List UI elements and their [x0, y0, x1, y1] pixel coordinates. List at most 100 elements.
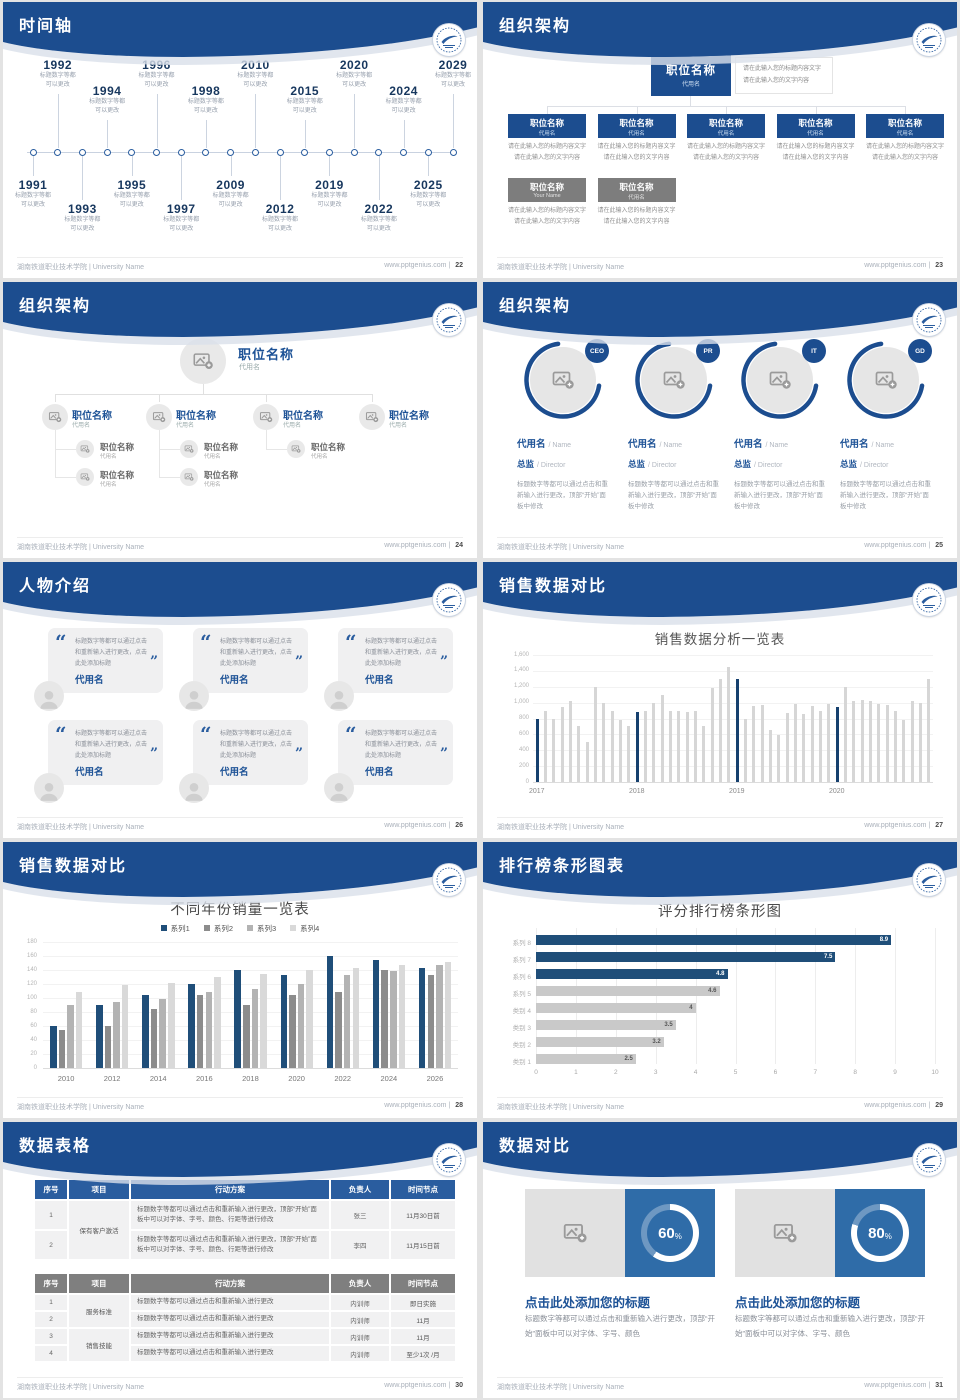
slide-thumb-timeline[interactable]: 时间轴 1991 标题数字等都 可以更改 1992 标题数字等都 可以更改 1993 标题数字…	[0, 0, 480, 280]
donut-percent-sign: %	[674, 1231, 682, 1241]
bar	[436, 965, 443, 1068]
bar	[602, 703, 606, 782]
bar	[67, 1005, 74, 1068]
slide-ranking: 排行榜条形图表 评分排行榜条形图 0 1 2 3 4 5 6 7 8 9 10 系列 8 8.9 系列 7 7…	[483, 842, 957, 1118]
school-logo-icon	[913, 864, 945, 896]
bar: 4.6	[536, 986, 720, 996]
slide-thumb-org-boxes[interactable]: 组织架构 职位名称 代用名 请在此输入您的标题内容文字 请在此输入您的文字内容 职位名称…	[480, 0, 960, 280]
photo-placeholder-icon	[253, 404, 279, 430]
footer-sep: |	[448, 1102, 451, 1109]
bar	[902, 720, 906, 782]
profile-desc: 标题数字等都可以通过点击和重新输入进行更改，顶部“开始”面板中修改	[840, 481, 931, 511]
photo-placeholder-icon	[287, 440, 305, 458]
bar	[677, 710, 681, 782]
table-header-cell: 序号	[35, 1274, 67, 1293]
org-root-note-line: 请在此输入您的文字内容	[743, 77, 810, 84]
slide-thumb-org-photos[interactable]: 组织架构 职位名称 代用名 职位名称 代用名 职位名称 代用名 职位名称 代用名 职位名称 代用名…	[0, 280, 480, 560]
org-root-title: 职位名称	[666, 65, 716, 77]
org-connector	[203, 384, 204, 394]
slide-thumb-tables[interactable]: 数据表格 序号 项目 行动方案 负责人 时间节点 1 保有客户激活 标题数字等都可以通过点击和…	[0, 1120, 480, 1400]
x-tick-label: 2024	[380, 1074, 398, 1083]
bar	[835, 706, 839, 782]
y-tick-label: 60	[30, 1022, 37, 1029]
x-tick-label: 2012	[103, 1074, 121, 1083]
org-root-sub: 代用名	[681, 82, 700, 88]
bar: 4.8	[536, 969, 728, 979]
footer-school: 湖南铁道职业技术学院 | University Name	[17, 264, 145, 271]
bar	[860, 700, 864, 782]
timeline-caption: 标题数字等都	[187, 99, 224, 105]
bar	[927, 678, 931, 782]
donut-percent: 80	[868, 1224, 885, 1242]
bar: 7.5	[536, 952, 836, 962]
slide-people: 人物介绍 “标题数字等都可以通过点击和重新输入进行更改，点击此处添加标题” 代用名…	[3, 562, 477, 838]
slide-footer: 湖南铁道职业技术学院 | University Name www.pptgeni…	[17, 257, 463, 272]
compare-panel: 60%	[525, 1189, 715, 1277]
org-connector	[159, 449, 180, 450]
photo-placeholder-icon	[641, 347, 707, 413]
orgcircles-canvas: CEO 代用名 / Name 总监 / Director 标题数字等都可以通过点击和重新输…	[483, 282, 957, 558]
x-tick-label: 2019	[729, 788, 745, 795]
slide-footer: 湖南铁道职业技术学院 | University Name www.pptgeni…	[17, 1097, 463, 1112]
timeline-year: 2029	[438, 58, 468, 72]
profile-role: 总监	[840, 459, 858, 469]
gridline	[43, 942, 458, 943]
timeline-year: 2009	[216, 178, 245, 192]
cell-project: 保有客户激活	[69, 1201, 129, 1259]
cell-action: 标题数字等都可以通过点击和重新输入进行更改	[131, 1329, 329, 1344]
photo-placeholder-icon	[735, 1189, 835, 1277]
legend-label: 系列2	[213, 923, 233, 933]
slide-thumb-org-circles[interactable]: 组织架构 CEO 代用名 / Name 总监 / Director 标题数字等都可以通过点…	[480, 280, 960, 560]
bar	[918, 702, 923, 782]
ranking-chart: 评分排行榜条形图 0 1 2 3 4 5 6 7 8 9 10 系列 8 8.9 系列 7 7.5 系列 6 4.…	[483, 842, 957, 1118]
person-quote: 标题数字等都可以通过点击和重新输入进行更改，点击此处添加标题	[220, 639, 293, 667]
x-tick-label: 5	[733, 1069, 738, 1076]
x-tick-label: 10	[931, 1069, 939, 1076]
timeline-year: 1998	[191, 84, 221, 98]
org-l1-box: 职位名称 代用名	[508, 114, 586, 138]
timeline-point: 2009 标题数字等都 可以更改	[203, 178, 259, 211]
org-child-title: 职位名称	[389, 411, 429, 422]
cell-no: 2	[35, 1312, 67, 1327]
bar	[710, 687, 714, 782]
footer-site: www.pptgenius.com	[384, 1382, 447, 1389]
donut-panel: 80%	[835, 1189, 925, 1277]
donut-hole: 60%	[647, 1210, 693, 1256]
table-header-cell: 负责人	[331, 1180, 389, 1199]
profile-role-row: 总监 / Director	[734, 454, 826, 472]
timeline-dot	[350, 148, 358, 156]
avatar	[179, 773, 209, 803]
slide-thumb-sales-monthly[interactable]: 销售数据对比 销售数据分析一览表 0 200 400 600 800 1,000 1,200 1…	[480, 560, 960, 840]
timeline-caption: 可以更改	[95, 108, 120, 115]
slide-thumb-compare[interactable]: 数据对比 60% 点击此处添加您的标题 标题数字等都可以通过点击和重新输入进行更改，…	[480, 1120, 960, 1400]
profile-circle: GD	[846, 339, 932, 420]
bar	[96, 1005, 103, 1068]
footer-school: 湖南铁道职业技术学院 | University Name	[17, 544, 145, 551]
legend-label: 系列1	[170, 923, 190, 933]
open-quote-icon: “	[345, 630, 357, 654]
bar-value-label: 4	[689, 1005, 693, 1011]
cell-due: 即日实施	[391, 1295, 455, 1310]
org-subchild-sub: 代用名	[311, 454, 328, 460]
slide-thumb-ranking[interactable]: 排行榜条形图表 评分排行榜条形图 0 1 2 3 4 5 6 7 8 9 10 系列 8 8.9 系列 7 7…	[480, 840, 960, 1120]
person-quote: 标题数字等都可以通过点击和重新输入进行更改，点击此处添加标题	[75, 639, 148, 667]
slide-thumb-sales-years[interactable]: 销售数据对比 不同年份销量一览表 系列1 系列2 系列3 系列4 0 20 40 60 80 100…	[0, 840, 480, 1120]
footer-sep: |	[928, 1102, 931, 1109]
org-l2-note-line: 请在此输入您的标题内容文字	[507, 208, 586, 214]
data-table: 序号 项目 行动方案 负责人 时间节点 1 保有客户激活 标题数字等都可以通过点击和重新输入进…	[33, 1178, 455, 1261]
org-l2-note-line: 请在此输入您的标题内容文字	[597, 208, 676, 214]
bar	[280, 974, 288, 1068]
footer-sep: |	[928, 822, 931, 829]
x-axis-line	[533, 782, 933, 783]
slide-thumb-people[interactable]: 人物介绍 “标题数字等都可以通过点击和重新输入进行更改，点击此处添加标题” 代用名…	[0, 560, 480, 840]
legend-swatch	[247, 925, 253, 931]
timeline-stem	[156, 94, 158, 148]
slide-org-boxes: 组织架构 职位名称 代用名 请在此输入您的标题内容文字 请在此输入您的文字内容 职位名称…	[483, 2, 957, 278]
y-tick-label: 20	[30, 1050, 37, 1057]
bar	[205, 992, 212, 1068]
org-connector	[547, 106, 548, 114]
bar	[168, 982, 175, 1068]
timeline-year: 2010	[240, 58, 270, 72]
photo-placeholder-icon	[146, 404, 172, 430]
org-root-note: 请在此输入您的标题内容文字 请在此输入您的文字内容	[735, 57, 833, 94]
